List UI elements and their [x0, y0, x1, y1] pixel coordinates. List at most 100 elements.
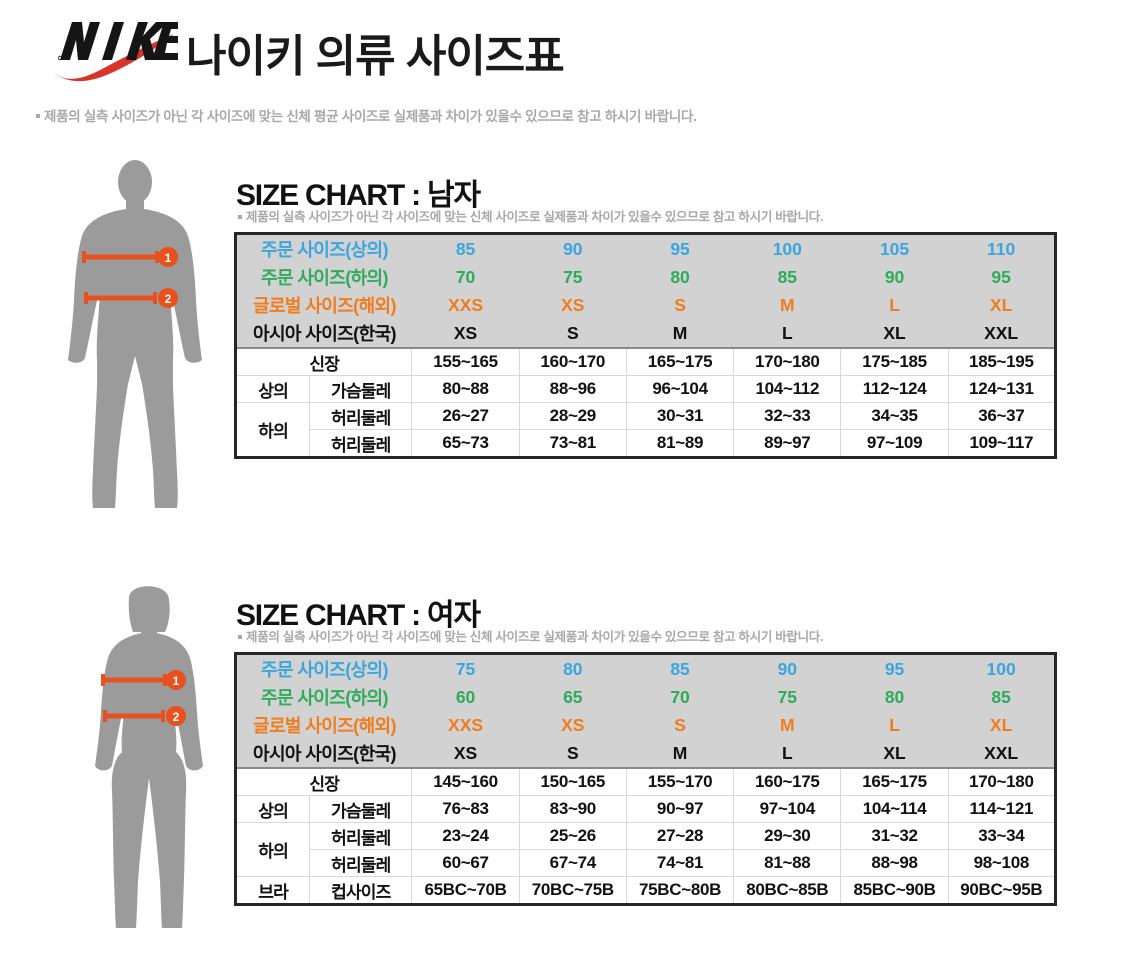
header-cell: XL: [948, 291, 1056, 319]
marker-1-label: 1: [173, 674, 180, 688]
table-row: 허리둘레 60~67 67~74 74~81 81~88 88~98 98~108: [236, 849, 1057, 877]
header-row-label: 주문 사이즈(하의): [235, 263, 412, 291]
header-row-label: 주문 사이즈(상의): [235, 233, 412, 263]
size-table-women: 주문 사이즈(상의) 75 80 85 90 95 100 주문 사이즈(하의) 60 65 70 7…: [234, 652, 1057, 906]
header-cell: M: [733, 711, 841, 739]
header-cell: XS: [519, 291, 627, 319]
header-cell: 95: [626, 233, 734, 263]
data-cell: 114~121: [947, 795, 1057, 823]
male-body-shape: [68, 160, 202, 508]
header-cell: 80: [626, 263, 734, 291]
table-header-row: 아시아 사이즈(한국) XS S M L XL XXL: [235, 739, 1056, 768]
nike-swoosh-icon: [52, 34, 174, 82]
header-cell: 85: [626, 653, 734, 683]
bullet-icon: [36, 114, 40, 119]
data-cell: 85BC~90B: [840, 876, 949, 905]
marker-1-badge: [166, 670, 186, 690]
header-disclaimer: 제품의 실측 사이즈가 아닌 각 사이즈에 맞는 신체 평균 사이즈로 실제품과…: [36, 105, 697, 125]
measure-line-waist: 2: [84, 288, 178, 308]
header-cell: 85: [733, 263, 841, 291]
header-cell: 105: [840, 233, 949, 263]
section-title-women: SIZE CHART : 여자: [236, 599, 481, 632]
row-group-label: 상의: [234, 795, 311, 823]
data-cell: 170~180: [733, 347, 842, 376]
data-cell: 90~97: [625, 795, 735, 823]
row-sub-label: 허리둘레: [309, 402, 413, 430]
header-cell: S: [519, 739, 627, 768]
row-sub-label: 허리둘레: [309, 429, 413, 458]
table-row: 신장 145~160 150~165 155~170 160~175 165~175 170…: [234, 767, 1057, 796]
header-cell: XXS: [411, 711, 520, 739]
header-cell: L: [733, 739, 841, 768]
data-cell: 160~170: [518, 347, 627, 376]
data-cell: 81~89: [625, 429, 735, 458]
header-cell: 100: [733, 233, 841, 263]
nike-wordmark: [60, 22, 190, 60]
section-title-men: SIZE CHART : 남자: [236, 179, 481, 212]
section-disclaimer-men: 제품의 실측 사이즈가 아닌 각 사이즈에 맞는 신체 사이즈로 실제품과 차이…: [238, 206, 823, 225]
data-cell: 31~32: [840, 822, 949, 850]
data-cell: 88~98: [840, 849, 949, 877]
table-row: 하의 허리둘레 26~27 28~29 30~31 32~33 34~35 36~37: [234, 402, 1057, 458]
header-cell: 85: [948, 683, 1056, 711]
table-row: 상의 가슴둘레 80~88 88~96 96~104 104~112 112~124 124~…: [234, 375, 1057, 403]
bullet-icon: [238, 214, 242, 219]
section-disclaimer-text: 제품의 실측 사이즈가 아닌 각 사이즈에 맞는 신체 사이즈로 실제품과 차이…: [246, 210, 824, 224]
header-cell: 90: [519, 233, 627, 263]
registered-mark-icon: [158, 22, 164, 28]
data-cell: 145~160: [411, 767, 520, 796]
bullet-icon: [238, 634, 242, 639]
row-sub-label: 컵사이즈: [309, 876, 413, 905]
section-disclaimer-text: 제품의 실측 사이즈가 아닌 각 사이즈에 맞는 신체 사이즈로 실제품과 차이…: [246, 630, 824, 644]
header-cell: XXL: [948, 739, 1056, 768]
header-cell: XS: [519, 711, 627, 739]
header-cell: S: [626, 291, 734, 319]
header-cell: 65: [519, 683, 627, 711]
row-group-label: 신장: [234, 767, 413, 796]
header-cell: 60: [411, 683, 520, 711]
header-cell: XS: [411, 319, 520, 348]
header-cell: 75: [519, 263, 627, 291]
data-cell: 26~27: [411, 402, 520, 430]
data-cell: 88~96: [518, 375, 627, 403]
header-disclaimer-text: 제품의 실측 사이즈가 아닌 각 사이즈에 맞는 신체 평균 사이즈로 실제품과…: [44, 109, 697, 124]
header-row-label: 주문 사이즈(상의): [235, 653, 412, 683]
table-header-row: 주문 사이즈(하의) 60 65 70 75 80 85: [235, 683, 1056, 711]
data-cell: 96~104: [625, 375, 735, 403]
header-cell: XS: [411, 739, 520, 768]
female-body-shape: [95, 586, 203, 928]
data-cell: 150~165: [518, 767, 627, 796]
header-cell: 80: [840, 683, 949, 711]
header-cell: 95: [840, 653, 949, 683]
nike-logo: [48, 18, 190, 82]
male-body-silhouette-wrap: 1 2: [40, 160, 230, 520]
page-header: 나이키 의류 사이즈표 제품의 실측 사이즈가 아닌 각 사이즈에 맞는 신체 …: [0, 0, 1126, 150]
data-cell: 81~88: [733, 849, 842, 877]
table-row: 신장 155~165 160~170 165~175 170~180 175~185 185…: [234, 347, 1057, 376]
page-title: 나이키 의류 사이즈표: [186, 32, 565, 81]
data-cell: 76~83: [411, 795, 520, 823]
header-cell: M: [733, 291, 841, 319]
header-cell: 90: [733, 653, 841, 683]
row-group-label: 상의: [234, 375, 311, 403]
data-cell: 90BC~95B: [947, 876, 1057, 905]
table-row: 하의 허리둘레 23~24 25~26 27~28 29~30 31~32 33~34: [234, 822, 1057, 877]
header-cell: 75: [411, 653, 520, 683]
table-row: 브라 컵사이즈 65BC~70B 70BC~75B 75BC~80B 80BC~85B 85…: [234, 876, 1057, 905]
header-cell: 110: [948, 233, 1056, 263]
header-row-label: 주문 사이즈(하의): [235, 683, 412, 711]
data-cell: 89~97: [733, 429, 842, 458]
row-sub-label: 허리둘레: [309, 822, 413, 850]
data-cell: 36~37: [947, 402, 1057, 430]
row-sub-label: 허리둘레: [309, 849, 413, 877]
marker-2-badge: [166, 706, 186, 726]
data-cell: 30~31: [625, 402, 735, 430]
data-cell: 112~124: [840, 375, 949, 403]
data-cell: 185~195: [947, 347, 1057, 376]
header-row-label: 글로벌 사이즈(해외): [235, 711, 412, 739]
data-cell: 80BC~85B: [733, 876, 842, 905]
data-cell: 74~81: [625, 849, 735, 877]
measure-line-chest: 1: [82, 247, 178, 267]
data-cell: 65BC~70B: [411, 876, 520, 905]
male-body-silhouette: 1 2: [68, 160, 202, 508]
